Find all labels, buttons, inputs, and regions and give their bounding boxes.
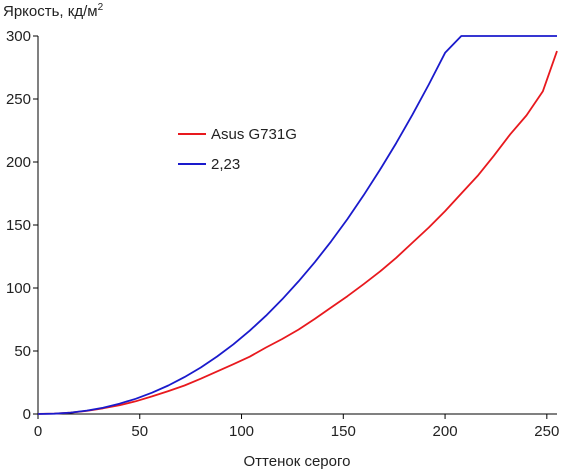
series-line-1 [37,50,558,415]
y-tick-label: 0 [23,406,31,423]
y-tick-label: 100 [6,280,31,297]
y-tick-label: 300 [6,28,31,45]
x-tick-label: 100 [229,423,254,440]
x-tick-label: 50 [131,423,148,440]
x-axis-title: Оттенок серого [244,453,351,469]
y-tick-label: 150 [6,217,31,234]
x-tick-label: 250 [534,423,559,440]
x-tick-label: 0 [34,423,42,440]
legend: Asus G731G 2,23 [178,126,297,173]
y-tick-label: 200 [6,154,31,171]
y-tick-label: 250 [6,91,31,108]
series-layer [37,35,558,415]
x-tick-label: 200 [433,423,458,440]
legend-label: Asus G731G [211,126,297,143]
y-axis-title: Яркость, кд/м2 [3,2,104,20]
y-tick-label: 50 [14,343,31,360]
x-tick-label: 150 [331,423,356,440]
series-line-2 [37,35,557,415]
legend-label: 2,23 [211,156,240,173]
axes: 0 50 100 150 200 250 300 0 50 100 150 200 250 [6,28,559,440]
